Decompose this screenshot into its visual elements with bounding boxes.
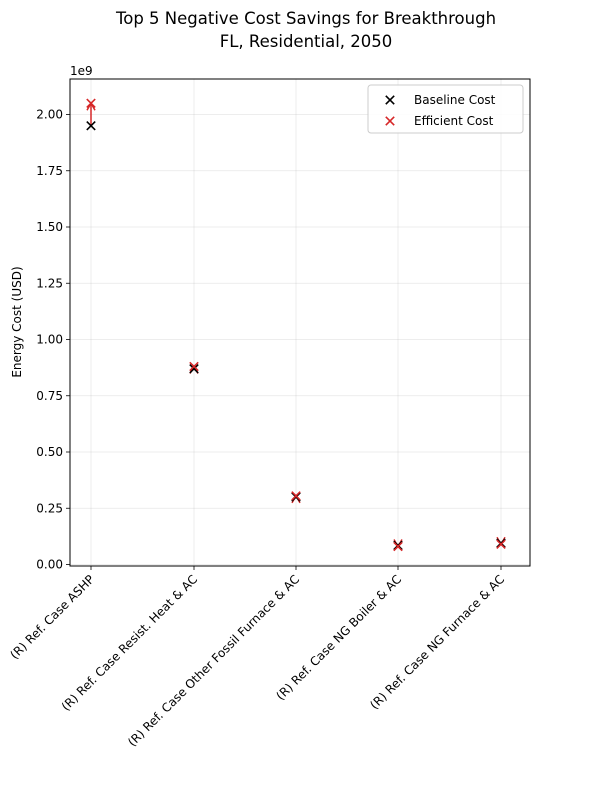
- y-tick-label: 0.75: [36, 389, 63, 403]
- y-tick-label: 0.50: [36, 445, 63, 459]
- data-points: [86, 98, 506, 552]
- legend-marker: [385, 116, 395, 126]
- baseline-cost-point: [86, 120, 96, 131]
- y-axis-label: Energy Cost (USD): [10, 266, 24, 377]
- y-axis-ticks: 0.00 0.25 0.50 0.75 1.00 1.25 1.50 1.75 2.00: [36, 108, 70, 572]
- legend-label: Efficient Cost: [414, 114, 494, 128]
- legend: Baseline Cost Efficient Cost: [367, 84, 524, 134]
- x-tick-label: (R) Ref. Case NG Boiler & AC: [273, 572, 404, 703]
- y-tick-label: 1.00: [36, 333, 63, 347]
- efficient-cost-point: [86, 98, 96, 109]
- x-tick-label: (R) Ref. Case ASHP: [7, 572, 97, 662]
- y-offset-label: 1e9: [70, 64, 93, 78]
- plot-frame: [69, 78, 531, 567]
- legend-box: [367, 84, 524, 134]
- x-axis-ticks: (R) Ref. Case ASHP(R) Ref. Case Resist. …: [7, 566, 507, 749]
- legend-label: Baseline Cost: [414, 93, 496, 107]
- efficient-cost-point: [393, 541, 403, 552]
- chart-title-line-2: FL, Residential, 2050: [220, 32, 393, 51]
- chart-title-line-1: Top 5 Negative Cost Savings for Breakthr…: [115, 9, 496, 28]
- y-tick-label: 1.75: [36, 164, 63, 178]
- efficient-cost-point: [291, 491, 301, 501]
- efficient-cost-point: [189, 361, 199, 372]
- grid: [70, 79, 530, 566]
- baseline-cost-point: [189, 363, 199, 374]
- y-tick-label: 1.50: [36, 220, 63, 234]
- efficient-cost-point: [496, 539, 506, 550]
- y-tick-label: 0.00: [36, 558, 63, 572]
- y-tick-label: 0.25: [36, 501, 63, 515]
- y-tick-label: 1.25: [36, 276, 63, 290]
- y-tick-label: 2.00: [36, 108, 63, 122]
- legend-marker: [385, 95, 395, 105]
- x-tick-label: (R) Ref. Case Other Fossil Furnace & AC: [125, 572, 302, 749]
